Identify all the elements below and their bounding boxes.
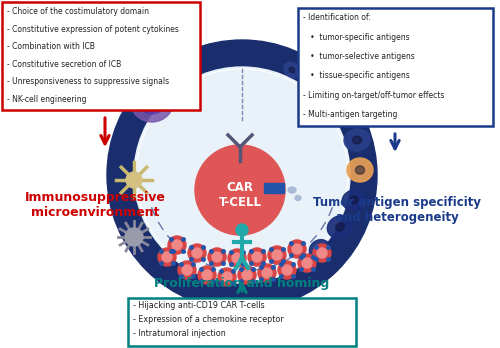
Text: Immunosuppressive
microenvironment: Immunosuppressive microenvironment [24, 191, 166, 219]
Text: Tumor antigen specificity
and heterogeneity: Tumor antigen specificity and heterogene… [313, 196, 481, 224]
Ellipse shape [356, 166, 364, 174]
Circle shape [218, 268, 236, 286]
Circle shape [302, 258, 312, 268]
Circle shape [252, 252, 262, 262]
Circle shape [248, 248, 266, 266]
Text: - Identification of:: - Identification of: [303, 14, 371, 23]
Text: - Expression of a chemokine receptor: - Expression of a chemokine receptor [133, 315, 284, 324]
Circle shape [126, 172, 142, 188]
Text: - Unresponsiveness to suppressive signals: - Unresponsiveness to suppressive signal… [7, 77, 169, 86]
Circle shape [178, 261, 196, 279]
Ellipse shape [336, 223, 344, 231]
FancyBboxPatch shape [298, 8, 493, 126]
Circle shape [125, 228, 143, 246]
Ellipse shape [328, 216, 352, 238]
Circle shape [195, 145, 285, 235]
Circle shape [313, 244, 331, 262]
Circle shape [288, 240, 306, 258]
Ellipse shape [350, 197, 358, 204]
Ellipse shape [344, 129, 370, 151]
Circle shape [242, 270, 252, 280]
Text: - Hijacking anti-CD19 CAR T-cells: - Hijacking anti-CD19 CAR T-cells [133, 301, 264, 310]
Circle shape [228, 249, 246, 267]
Ellipse shape [284, 62, 300, 78]
Circle shape [292, 244, 302, 254]
Text: Proliferation and homing: Proliferation and homing [154, 277, 330, 291]
Ellipse shape [326, 92, 334, 98]
Circle shape [172, 240, 182, 250]
Ellipse shape [302, 74, 322, 92]
Text: - Constitutive secretion of ICB: - Constitutive secretion of ICB [7, 60, 121, 69]
Text: - Limiting on-target/off-tumor effects: - Limiting on-target/off-tumor effects [303, 90, 444, 100]
Text: - Intratumoral injection: - Intratumoral injection [133, 329, 226, 338]
Circle shape [298, 254, 316, 272]
Circle shape [162, 252, 172, 262]
Circle shape [268, 246, 286, 264]
Circle shape [222, 272, 232, 282]
Circle shape [278, 261, 296, 279]
Circle shape [212, 252, 222, 262]
Circle shape [182, 265, 192, 275]
Text: - NK-cell engineering: - NK-cell engineering [7, 95, 86, 104]
FancyBboxPatch shape [128, 298, 356, 346]
FancyBboxPatch shape [2, 2, 200, 110]
Circle shape [317, 248, 327, 258]
Circle shape [158, 248, 176, 266]
Ellipse shape [310, 240, 330, 260]
FancyBboxPatch shape [264, 183, 284, 193]
Ellipse shape [289, 67, 295, 73]
Ellipse shape [352, 136, 362, 144]
Circle shape [198, 266, 216, 284]
Circle shape [138, 86, 166, 114]
Circle shape [107, 40, 377, 310]
Circle shape [192, 248, 202, 258]
Circle shape [282, 265, 292, 275]
Text: •  tissue-specific antigens: • tissue-specific antigens [303, 71, 410, 80]
Circle shape [232, 253, 242, 263]
Circle shape [202, 270, 212, 280]
Ellipse shape [347, 158, 373, 182]
Circle shape [238, 266, 256, 284]
Text: - Combination with ICB: - Combination with ICB [7, 42, 95, 52]
Circle shape [258, 264, 276, 282]
Circle shape [236, 224, 248, 236]
Circle shape [130, 78, 174, 122]
Ellipse shape [308, 80, 316, 86]
Ellipse shape [316, 246, 324, 254]
Circle shape [134, 67, 350, 283]
Text: CAR
T-CELL: CAR T-CELL [218, 181, 262, 209]
Ellipse shape [295, 196, 301, 200]
Text: •  tumor-selective antigens: • tumor-selective antigens [303, 52, 415, 61]
Ellipse shape [340, 112, 348, 118]
Circle shape [168, 236, 186, 254]
Ellipse shape [333, 106, 355, 124]
Circle shape [272, 250, 282, 260]
Text: - Choice of the costimulatory domain: - Choice of the costimulatory domain [7, 8, 149, 16]
Circle shape [262, 268, 272, 278]
Ellipse shape [288, 187, 296, 193]
Circle shape [208, 248, 226, 266]
Ellipse shape [318, 85, 342, 105]
Text: - Multi-antigen targeting: - Multi-antigen targeting [303, 110, 398, 119]
Circle shape [188, 244, 206, 262]
Text: - Constitutive expression of potent cytokines: - Constitutive expression of potent cyto… [7, 25, 179, 34]
Text: •  tumor-specific antigens: • tumor-specific antigens [303, 33, 410, 42]
Ellipse shape [342, 190, 366, 210]
